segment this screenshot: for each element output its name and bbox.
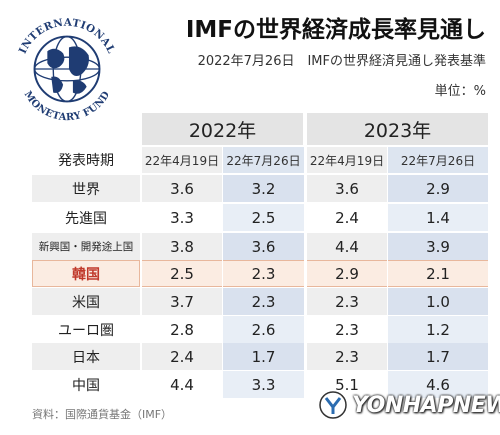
- table-cell: 3.9: [388, 233, 488, 260]
- date-header: 22年4月19日: [142, 147, 222, 173]
- table-cell: 1.2: [388, 316, 488, 343]
- imf-seal-icon: INTERNATIONAL MONETARY FUND: [17, 17, 117, 124]
- table-cell: 2.3: [307, 316, 387, 343]
- table-cell: 3.6: [142, 175, 222, 202]
- table-row: 米国 3.7 2.3 2.3 1.0: [32, 288, 488, 315]
- table-cell: 2.8: [142, 316, 222, 343]
- table-row: ユーロ圏 2.8 2.6 2.3 1.2: [32, 316, 488, 343]
- table-row: 中国 4.4 3.3 5.1 4.6: [32, 371, 488, 398]
- table-cell: 3.7: [142, 288, 222, 315]
- table-row-highlight: 韓国 2.5 2.3 2.9 2.1: [32, 260, 488, 287]
- table-cell: 4.4: [142, 371, 222, 398]
- row-label: 中国: [32, 371, 140, 398]
- table-cell: 5.1: [307, 371, 387, 398]
- source-note: 資料：国際通貨基金（IMF）: [32, 408, 173, 421]
- row-label: 世界: [32, 175, 140, 202]
- watermark-text: YONHAPNEWS: [352, 392, 500, 418]
- table-cell: 3.8: [142, 233, 222, 260]
- table-cell: 3.6: [307, 175, 387, 202]
- table-cell: 3.3: [223, 371, 304, 398]
- table-cell: 1.0: [388, 288, 488, 315]
- row-header-label: 発表時期: [58, 153, 114, 169]
- year-header-2023: 2023年: [307, 113, 488, 145]
- table-cell: 2.3: [307, 343, 387, 370]
- table-row: 先進国 3.3 2.5 2.4 1.4: [32, 204, 488, 231]
- page-subtitle: 2022年7月26日 IMFの世界経済見通し発表基準: [197, 54, 486, 69]
- row-label: ユーロ圏: [32, 316, 140, 343]
- table-cell: 2.9: [388, 175, 488, 202]
- table-cell: 2.5: [223, 204, 304, 231]
- watermark: YONHAPNEWS: [318, 388, 500, 422]
- table-row: 新興国・開発途上国 3.8 3.6 4.4 3.9: [32, 233, 488, 260]
- table-cell: 2.1: [388, 260, 488, 287]
- table-row: 世界 3.6 3.2 3.6 2.9: [32, 175, 488, 202]
- table-cell: 1.7: [388, 343, 488, 370]
- table-cell: 4.4: [307, 233, 387, 260]
- row-label: 日本: [32, 343, 140, 370]
- table-cell: 2.6: [223, 316, 304, 343]
- unit-label: 単位：%: [434, 84, 486, 99]
- row-label: 先進国: [32, 204, 140, 231]
- table-cell: 4.6: [388, 371, 488, 398]
- table-cell: 2.3: [307, 288, 387, 315]
- table-cell: 2.3: [223, 288, 304, 315]
- date-header: 22年4月19日: [307, 147, 387, 173]
- date-header: 22年7月26日: [388, 147, 488, 173]
- row-label: 米国: [32, 288, 140, 315]
- table-row: 日本 2.4 1.7 2.3 1.7: [32, 343, 488, 370]
- yonhap-logo-icon: [319, 391, 347, 419]
- year-header-2022: 2022年: [142, 113, 303, 145]
- table-cell: 1.7: [223, 343, 304, 370]
- table-cell: 2.4: [142, 343, 222, 370]
- row-label: 新興国・開発途上国: [32, 233, 140, 260]
- table-cell: 3.6: [223, 233, 304, 260]
- table-cell: 1.4: [388, 204, 488, 231]
- page-title: IMFの世界経済成長率見通し: [185, 17, 486, 43]
- table-cell: 2.9: [307, 260, 387, 287]
- row-label: 韓国: [32, 260, 140, 287]
- table-cell: 2.4: [307, 204, 387, 231]
- date-header: 22年7月26日: [223, 147, 304, 173]
- table-cell: 2.3: [223, 260, 304, 287]
- table-cell: 2.5: [142, 260, 222, 287]
- svg-text:MONETARY FUND: MONETARY FUND: [22, 89, 113, 123]
- table-cell: 3.3: [142, 204, 222, 231]
- table-cell: 3.2: [223, 175, 304, 202]
